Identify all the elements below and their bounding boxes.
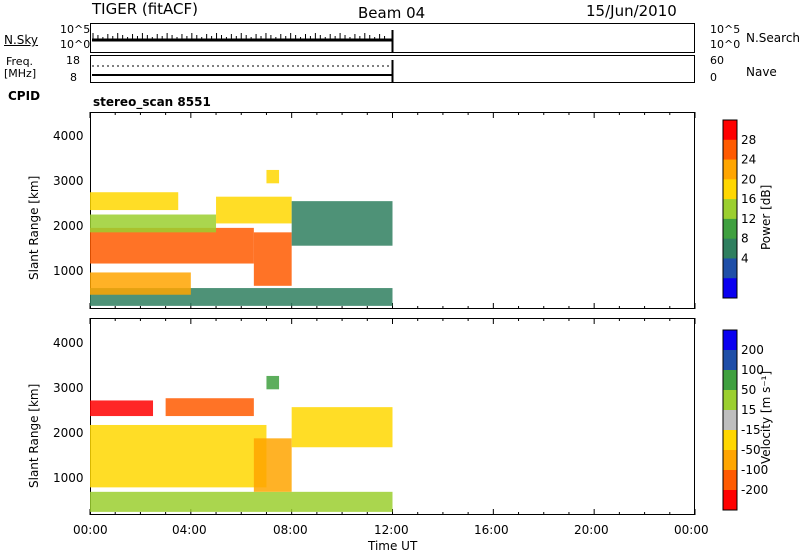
velocity-ytick-2000: 2000 [53, 426, 84, 440]
velocity-colorbar-tick: 50 [741, 383, 756, 397]
velocity-band [90, 400, 154, 417]
xtick-3: 12:00 [374, 523, 409, 537]
noise-left-tick-top: 10^5 [60, 23, 91, 36]
power-colorbar-segment [723, 139, 737, 161]
velocity-band [266, 375, 280, 390]
power-band [253, 232, 292, 286]
velocity-colorbar-segment [723, 330, 737, 351]
velocity-ytick-3000: 3000 [53, 381, 84, 395]
velocity-band [291, 407, 393, 448]
velocity-ytick-4000: 4000 [53, 336, 84, 350]
power-colorbar-tick: 12 [741, 212, 756, 226]
freq-right-tick-top: 60 [710, 54, 724, 67]
freq-left-tick-bottom: 8 [70, 71, 77, 84]
cpid-label: CPID [8, 89, 41, 103]
velocity-colorbar-tick: -200 [741, 483, 768, 497]
velocity-colorbar-segment [723, 390, 737, 411]
xaxis-label: Time UT [368, 539, 418, 553]
power-colorbar-segment [723, 159, 737, 180]
noise-right-tick-top: 10^5 [710, 23, 741, 36]
velocity-colorbar-segment [723, 350, 737, 371]
freq-label-2: [MHz] [4, 67, 37, 80]
velocity-colorbar-segment [723, 430, 737, 451]
velocity-band [90, 491, 393, 512]
xtick-0: 00:00 [73, 523, 108, 537]
power-colorbar-frame [722, 119, 738, 299]
velocity-colorbar-tick: -100 [741, 463, 768, 477]
velocity-colorbar-segment [723, 490, 737, 511]
velocity-colorbar-tick: -50 [741, 443, 761, 457]
power-colorbar-segment [723, 120, 737, 141]
noise-left-tick-bottom: 10^0 [60, 38, 91, 51]
power-band [291, 201, 393, 246]
power-band [90, 192, 179, 211]
power-colorbar-tick: 16 [741, 192, 756, 206]
power-ytick-2000: 2000 [53, 219, 84, 233]
velocity-band [253, 438, 292, 492]
power-ytick-4000: 4000 [53, 129, 84, 143]
velocity-ytick-1000: 1000 [53, 471, 84, 485]
power-colorbar-segment [723, 218, 737, 240]
xtick-5: 20:00 [574, 523, 609, 537]
power-band [90, 227, 254, 264]
power-colorbar-segment [723, 278, 737, 299]
power-band [266, 169, 280, 184]
power-colorbar-tick: 24 [741, 153, 756, 167]
velocity-colorbar-tick: 100 [741, 363, 764, 377]
power-colorbar-segment [723, 179, 737, 200]
power-colorbar-segment [723, 238, 737, 259]
date-label: 15/Jun/2010 [586, 2, 677, 20]
xtick-6: 00:00 [674, 523, 709, 537]
cpid-value: stereo_scan 8551 [93, 95, 211, 109]
nsky-label: N.Sky [4, 33, 39, 47]
velocity-colorbar-segment [723, 370, 737, 391]
beam-label: Beam 04 [358, 4, 426, 22]
power-ytick-3000: 3000 [53, 174, 84, 188]
power-colorbar-segment [723, 258, 737, 279]
freq-label-1: Freq. [6, 55, 34, 68]
noise-right-tick-bottom: 10^0 [710, 38, 741, 51]
xtick-4: 16:00 [474, 523, 509, 537]
velocity-colorbar-tick: 200 [741, 343, 764, 357]
power-band [216, 196, 292, 224]
power-ytick-1000: 1000 [53, 264, 84, 278]
velocity-colorbar-segment [723, 410, 737, 431]
velocity-band [165, 398, 254, 417]
xtick-2: 08:00 [273, 523, 308, 537]
velocity-colorbar-segment [723, 450, 737, 471]
velocity-colorbar-segment [723, 470, 737, 491]
power-colorbar-tick: 28 [741, 133, 756, 147]
nave-label: Nave [746, 65, 777, 79]
velocity-band [90, 424, 267, 488]
power-colorbar-segment [723, 199, 737, 220]
velocity-colorbar-frame [722, 329, 738, 511]
power-colorbar-tick: 8 [741, 232, 749, 246]
power-colorbar-tick: 20 [741, 172, 756, 186]
xtick-1: 04:00 [172, 523, 207, 537]
radar-title: TIGER (fitACF) [92, 0, 199, 18]
power-band [90, 272, 191, 295]
freq-right-tick-bottom: 0 [710, 71, 717, 84]
freq-left-tick-top: 18 [66, 54, 80, 67]
velocity-colorbar-tick: 15 [741, 403, 756, 417]
velocity-colorbar-tick: -15 [741, 423, 761, 437]
nsearch-label: N.Search [746, 31, 800, 45]
power-band [90, 214, 217, 233]
power-colorbar-tick: 4 [741, 251, 749, 265]
